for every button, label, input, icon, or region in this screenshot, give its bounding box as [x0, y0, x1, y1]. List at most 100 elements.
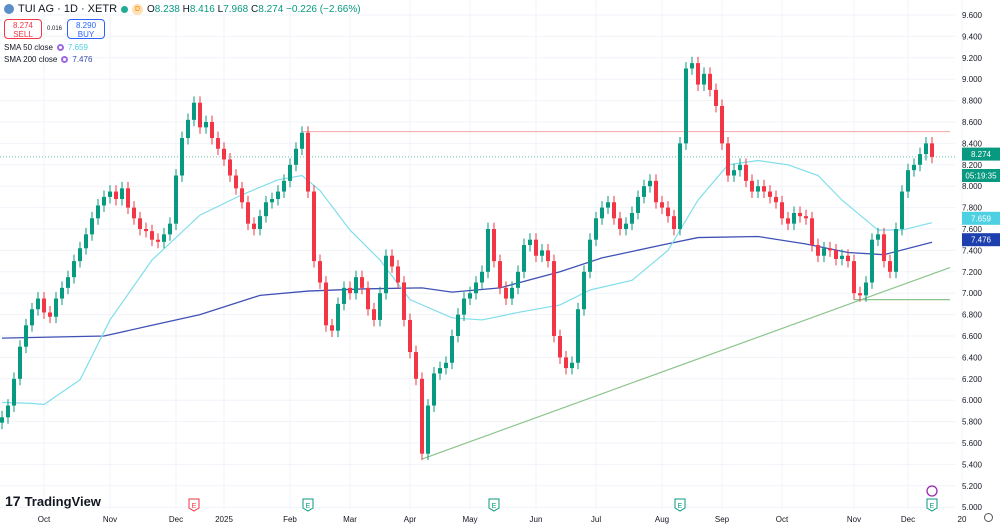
candle-body: [354, 277, 358, 294]
candle-body: [576, 309, 580, 363]
candle-body: [918, 154, 922, 165]
x-tick-label: Dec: [901, 515, 915, 524]
candle-body: [372, 309, 376, 320]
candle-body: [474, 282, 478, 294]
candle-body: [648, 180, 652, 187]
candle-body: [720, 105, 724, 144]
candle-body: [102, 196, 106, 206]
earnings-icon: [188, 498, 200, 512]
sma50-price-label: 7.659: [971, 214, 992, 223]
y-tick-label: 8.000: [962, 182, 983, 191]
candle-body: [402, 282, 406, 320]
candle-body: [708, 73, 712, 90]
candle-body: [432, 373, 436, 406]
x-tick-label: Sep: [715, 515, 730, 524]
candle-body: [858, 293, 862, 296]
sma50-price-label-bg: [962, 211, 1000, 225]
settings-gear-icon[interactable]: [984, 513, 993, 522]
candle-body: [732, 170, 736, 176]
candle-body: [162, 234, 166, 242]
tradingview-logo[interactable]: 17 TradingView: [5, 493, 101, 509]
y-tick-label: 7.600: [962, 225, 983, 234]
candle-body: [522, 245, 526, 272]
y-tick-label: 5.400: [962, 460, 983, 469]
y-tick-label: 6.400: [962, 353, 983, 362]
candle-body: [786, 218, 790, 224]
candle-body: [612, 202, 616, 219]
candle-body: [450, 336, 454, 363]
candle-body: [216, 138, 220, 149]
candle-body: [468, 293, 472, 299]
y-tick-label: 6.200: [962, 375, 983, 384]
countdown-label: 05:19:35: [965, 172, 997, 181]
candle-body: [54, 298, 58, 317]
candle-body: [30, 309, 34, 326]
sma-settings-icon[interactable]: [56, 44, 64, 51]
candle-body: [114, 191, 118, 200]
candle-body: [714, 89, 718, 106]
candle-body: [246, 202, 250, 224]
y-tick-label: 6.600: [962, 332, 983, 341]
candle-body: [210, 122, 214, 139]
candle-body: [6, 405, 10, 418]
candle-body: [360, 277, 364, 288]
candle-body: [12, 378, 16, 406]
candle-body: [0, 417, 4, 423]
candle-body: [588, 239, 592, 272]
x-tick-label: May: [462, 515, 477, 524]
earnings-icon: [674, 498, 686, 512]
symbol-title[interactable]: TUI AG · 1D · XETR: [18, 3, 118, 15]
symbol-logo-icon: [4, 4, 14, 14]
candle-body: [606, 202, 610, 208]
candle-body: [528, 239, 532, 246]
y-tick-label: 5.800: [962, 418, 983, 427]
candle-body: [552, 261, 556, 336]
candle-body: [300, 132, 304, 149]
candle-body: [276, 191, 280, 200]
indicator-sma50[interactable]: SMA 50 close 7.659: [4, 43, 88, 52]
candle-body: [780, 202, 784, 219]
candle-body: [498, 261, 502, 288]
candle-body: [168, 223, 172, 235]
candle-body: [912, 164, 916, 171]
candle-body: [132, 207, 136, 219]
sma50-line: [1, 159, 933, 406]
buy-button[interactable]: 8.290 BUY: [67, 19, 106, 39]
candle-body: [78, 248, 82, 262]
candle-body: [192, 102, 196, 120]
candle-body: [564, 357, 568, 369]
candle-body: [486, 229, 490, 272]
y-tick-label: 9.000: [962, 75, 983, 84]
candle-body: [252, 223, 256, 229]
candle-body: [726, 143, 730, 176]
sell-button[interactable]: 8.274 SELL: [4, 19, 42, 39]
candle-body: [438, 368, 442, 374]
candle-body: [666, 207, 670, 217]
candle-body: [318, 261, 322, 283]
candle-body: [90, 218, 94, 235]
indicator-sma200[interactable]: SMA 200 close 7.476: [4, 55, 93, 64]
candle-body: [900, 191, 904, 229]
candle-body: [510, 287, 514, 299]
candle-body: [258, 216, 262, 229]
sma200-price-label: 7.476: [971, 236, 992, 245]
candle-body: [60, 287, 64, 299]
candle-body: [750, 180, 754, 192]
candle-body: [798, 212, 802, 217]
candle-body: [600, 207, 604, 219]
y-tick-label: 6.800: [962, 311, 983, 320]
candle-body: [876, 234, 880, 240]
dividend-icon: [926, 485, 938, 497]
candle-body: [834, 250, 838, 259]
candle-body: [768, 191, 772, 197]
candle-body: [930, 143, 934, 157]
candle-body: [378, 293, 382, 320]
candle-body: [414, 352, 418, 379]
earnings-icon: [926, 498, 938, 512]
y-tick-label: 8.200: [962, 161, 983, 170]
candle-body: [816, 245, 820, 256]
sma-settings-icon[interactable]: [61, 56, 69, 63]
candle-body: [24, 325, 28, 347]
x-tick-label: Oct: [38, 515, 51, 524]
